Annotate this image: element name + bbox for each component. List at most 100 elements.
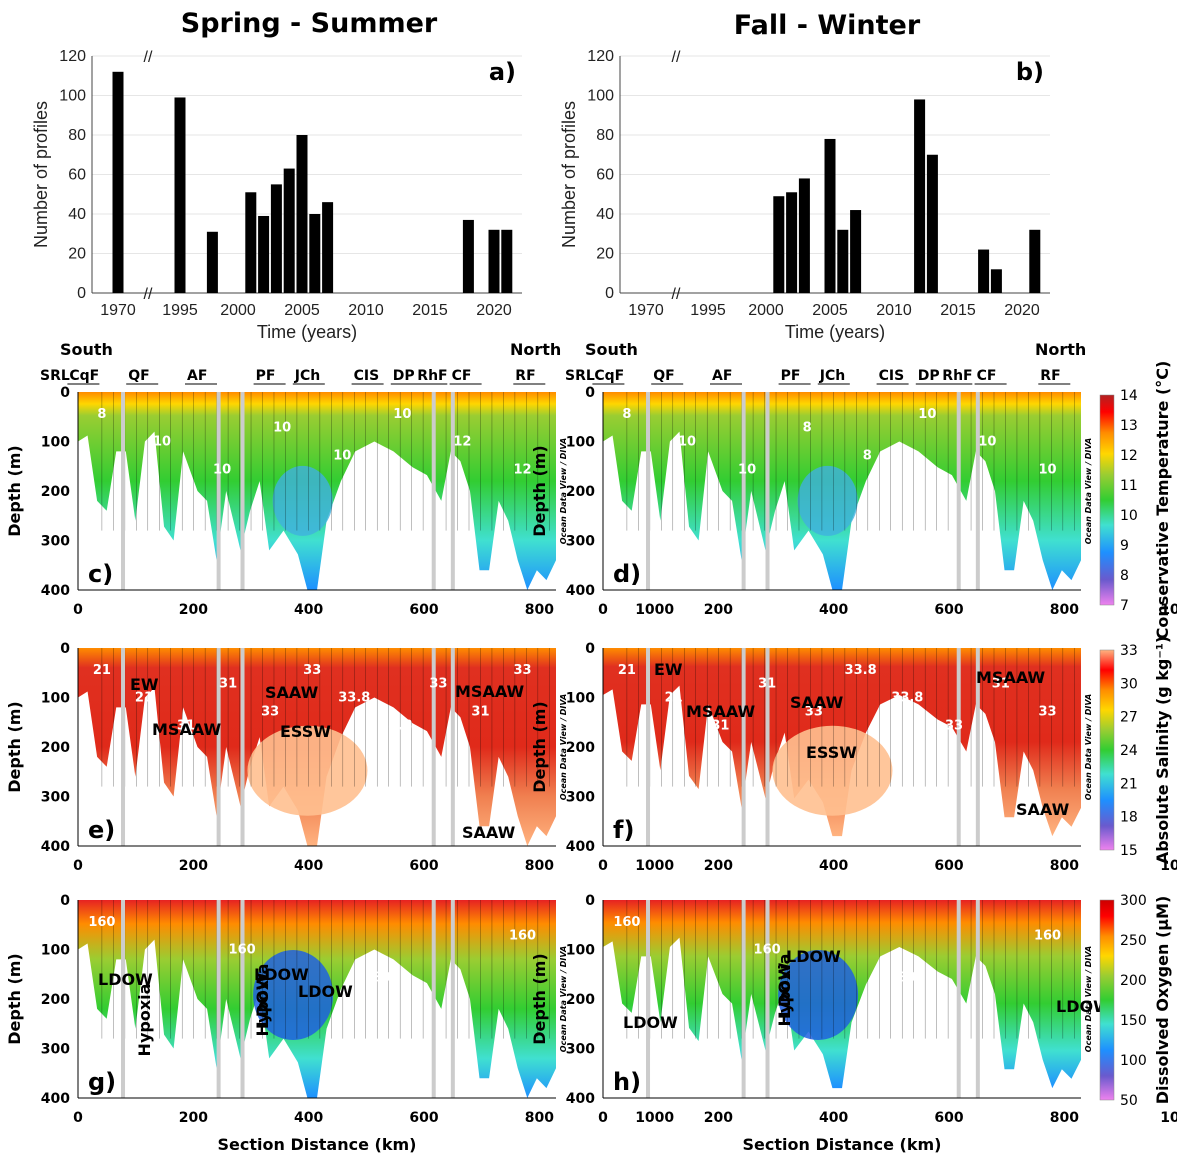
contour-label: 8 bbox=[97, 407, 106, 422]
front-label-CF: CF bbox=[452, 368, 472, 384]
front-separator bbox=[765, 648, 770, 846]
water-mass-label: MSAAW bbox=[152, 720, 221, 739]
y-tick-label: 200 bbox=[41, 740, 70, 756]
water-mass-label: Hypoxia bbox=[135, 984, 154, 1057]
contour-label: 10 bbox=[333, 448, 351, 463]
front-separator bbox=[765, 900, 770, 1098]
water-mass-label: Hypoxia bbox=[775, 954, 794, 1027]
contour-label: 33 bbox=[1038, 704, 1056, 719]
x-tick-label: 800 bbox=[1050, 858, 1079, 874]
contour-label: 10 bbox=[738, 462, 756, 477]
contour-label: 10 bbox=[678, 435, 696, 450]
colorbar-tick: 13 bbox=[1120, 418, 1138, 434]
y-tick-label: 20 bbox=[596, 246, 614, 263]
panel-label: c) bbox=[88, 560, 113, 588]
x-tick-label: 600 bbox=[409, 602, 438, 618]
y-tick-label: 100 bbox=[41, 691, 70, 707]
x-tick-label: 1995 bbox=[690, 302, 726, 319]
front-separator bbox=[956, 392, 961, 590]
x-tick-label: 200 bbox=[704, 1110, 733, 1126]
y-tick-label: 100 bbox=[59, 88, 86, 105]
bar-2001 bbox=[773, 196, 785, 293]
water-mass-label: LDOW bbox=[98, 970, 153, 989]
x-tick-label: 2015 bbox=[412, 302, 448, 319]
north-label: North bbox=[510, 340, 561, 359]
contour-label: 160 bbox=[1034, 929, 1061, 944]
y-tick-label: 300 bbox=[41, 1042, 70, 1058]
x-tick-label: 0 bbox=[73, 1110, 83, 1126]
x-tick-label: 1000 bbox=[1160, 602, 1177, 618]
front-label-QF: QF bbox=[128, 368, 149, 384]
y-tick-label: 200 bbox=[566, 992, 595, 1008]
contour-label: 33 bbox=[805, 704, 823, 719]
y-tick-label: 20 bbox=[68, 246, 86, 263]
x-tick-label: 800 bbox=[1050, 1110, 1079, 1126]
colorbar-gradient bbox=[1099, 649, 1115, 851]
front-label-RF: RF bbox=[515, 368, 535, 384]
x-tick-label: 0 bbox=[73, 602, 83, 618]
x-tick-label: 400 bbox=[819, 858, 848, 874]
y-tick-label: 100 bbox=[41, 435, 70, 451]
south-label: South bbox=[60, 340, 113, 359]
contour-label: 12 bbox=[453, 435, 471, 450]
water-mass-label: LDOW bbox=[623, 1013, 678, 1032]
watermark: Ocean Data View / DIVA bbox=[1084, 946, 1093, 1052]
x-tick-label: 200 bbox=[179, 858, 208, 874]
water-mass-label: MSAAW bbox=[686, 702, 755, 721]
colorbar-tick: 14 bbox=[1120, 388, 1138, 404]
front-label-CIS: CIS bbox=[879, 368, 905, 384]
front-separator bbox=[216, 648, 221, 846]
colorbar-tick: 10 bbox=[1120, 508, 1138, 524]
water-mass-label: LDOW bbox=[298, 982, 353, 1001]
x-tick-label: 600 bbox=[934, 858, 963, 874]
colorbar-tick: 15 bbox=[1120, 843, 1138, 859]
colorbar-tick: 7 bbox=[1120, 598, 1129, 614]
front-separator bbox=[450, 900, 455, 1098]
x-tick-label: 1000 bbox=[635, 1110, 674, 1126]
x-tick-label: 600 bbox=[409, 858, 438, 874]
x-tick-label: 600 bbox=[934, 1110, 963, 1126]
contour-label: 8 bbox=[803, 421, 812, 436]
y-tick-label: 400 bbox=[41, 839, 70, 855]
x-tick-label: 0 bbox=[73, 858, 83, 874]
contour-label: 160 bbox=[229, 943, 256, 958]
y-tick-label: 120 bbox=[587, 48, 614, 65]
y-axis-label: Depth (m) bbox=[5, 701, 24, 793]
contour-label: 10 bbox=[393, 407, 411, 422]
bar-2005 bbox=[824, 138, 836, 293]
front-separator bbox=[240, 648, 245, 846]
y-tick-label: 100 bbox=[566, 943, 595, 959]
contour-label: 21 bbox=[618, 663, 636, 678]
contour-label: 10 bbox=[978, 435, 996, 450]
bar-2007 bbox=[850, 210, 862, 293]
water-mass-label: SAAW bbox=[462, 823, 516, 842]
front-separator bbox=[975, 900, 980, 1098]
bar-2020 bbox=[488, 229, 500, 293]
panel-label: f) bbox=[613, 816, 634, 844]
contour-label: 10 bbox=[213, 462, 231, 477]
front-separator bbox=[450, 392, 455, 590]
contour-label: 160 bbox=[88, 915, 115, 930]
front-label-JCh: JCh bbox=[294, 368, 320, 384]
watermark: Ocean Data View / DIVA bbox=[1084, 438, 1093, 544]
x-tick-label: 800 bbox=[525, 858, 554, 874]
y-axis-label: Number of profiles bbox=[31, 101, 51, 248]
colorbar-tick: 100 bbox=[1120, 1053, 1147, 1069]
contour-label: 33.8 bbox=[338, 691, 370, 706]
front-label-PF: PF bbox=[781, 368, 801, 384]
contour-label: 12 bbox=[513, 462, 531, 477]
front-label-RhF: RhF bbox=[942, 368, 972, 384]
panel-label: g) bbox=[88, 1068, 116, 1096]
north-label: North bbox=[1035, 340, 1086, 359]
contour-label: 31 bbox=[992, 677, 1010, 692]
bar-chart-b: 0 20 40 60 80 100 120 1970 1995 2000 2005 2010 2015 2… bbox=[559, 48, 1050, 342]
x-tick-label: 1000 bbox=[1160, 1110, 1177, 1126]
y-tick-label: 400 bbox=[41, 583, 70, 599]
contour-label: 31 bbox=[711, 718, 729, 733]
